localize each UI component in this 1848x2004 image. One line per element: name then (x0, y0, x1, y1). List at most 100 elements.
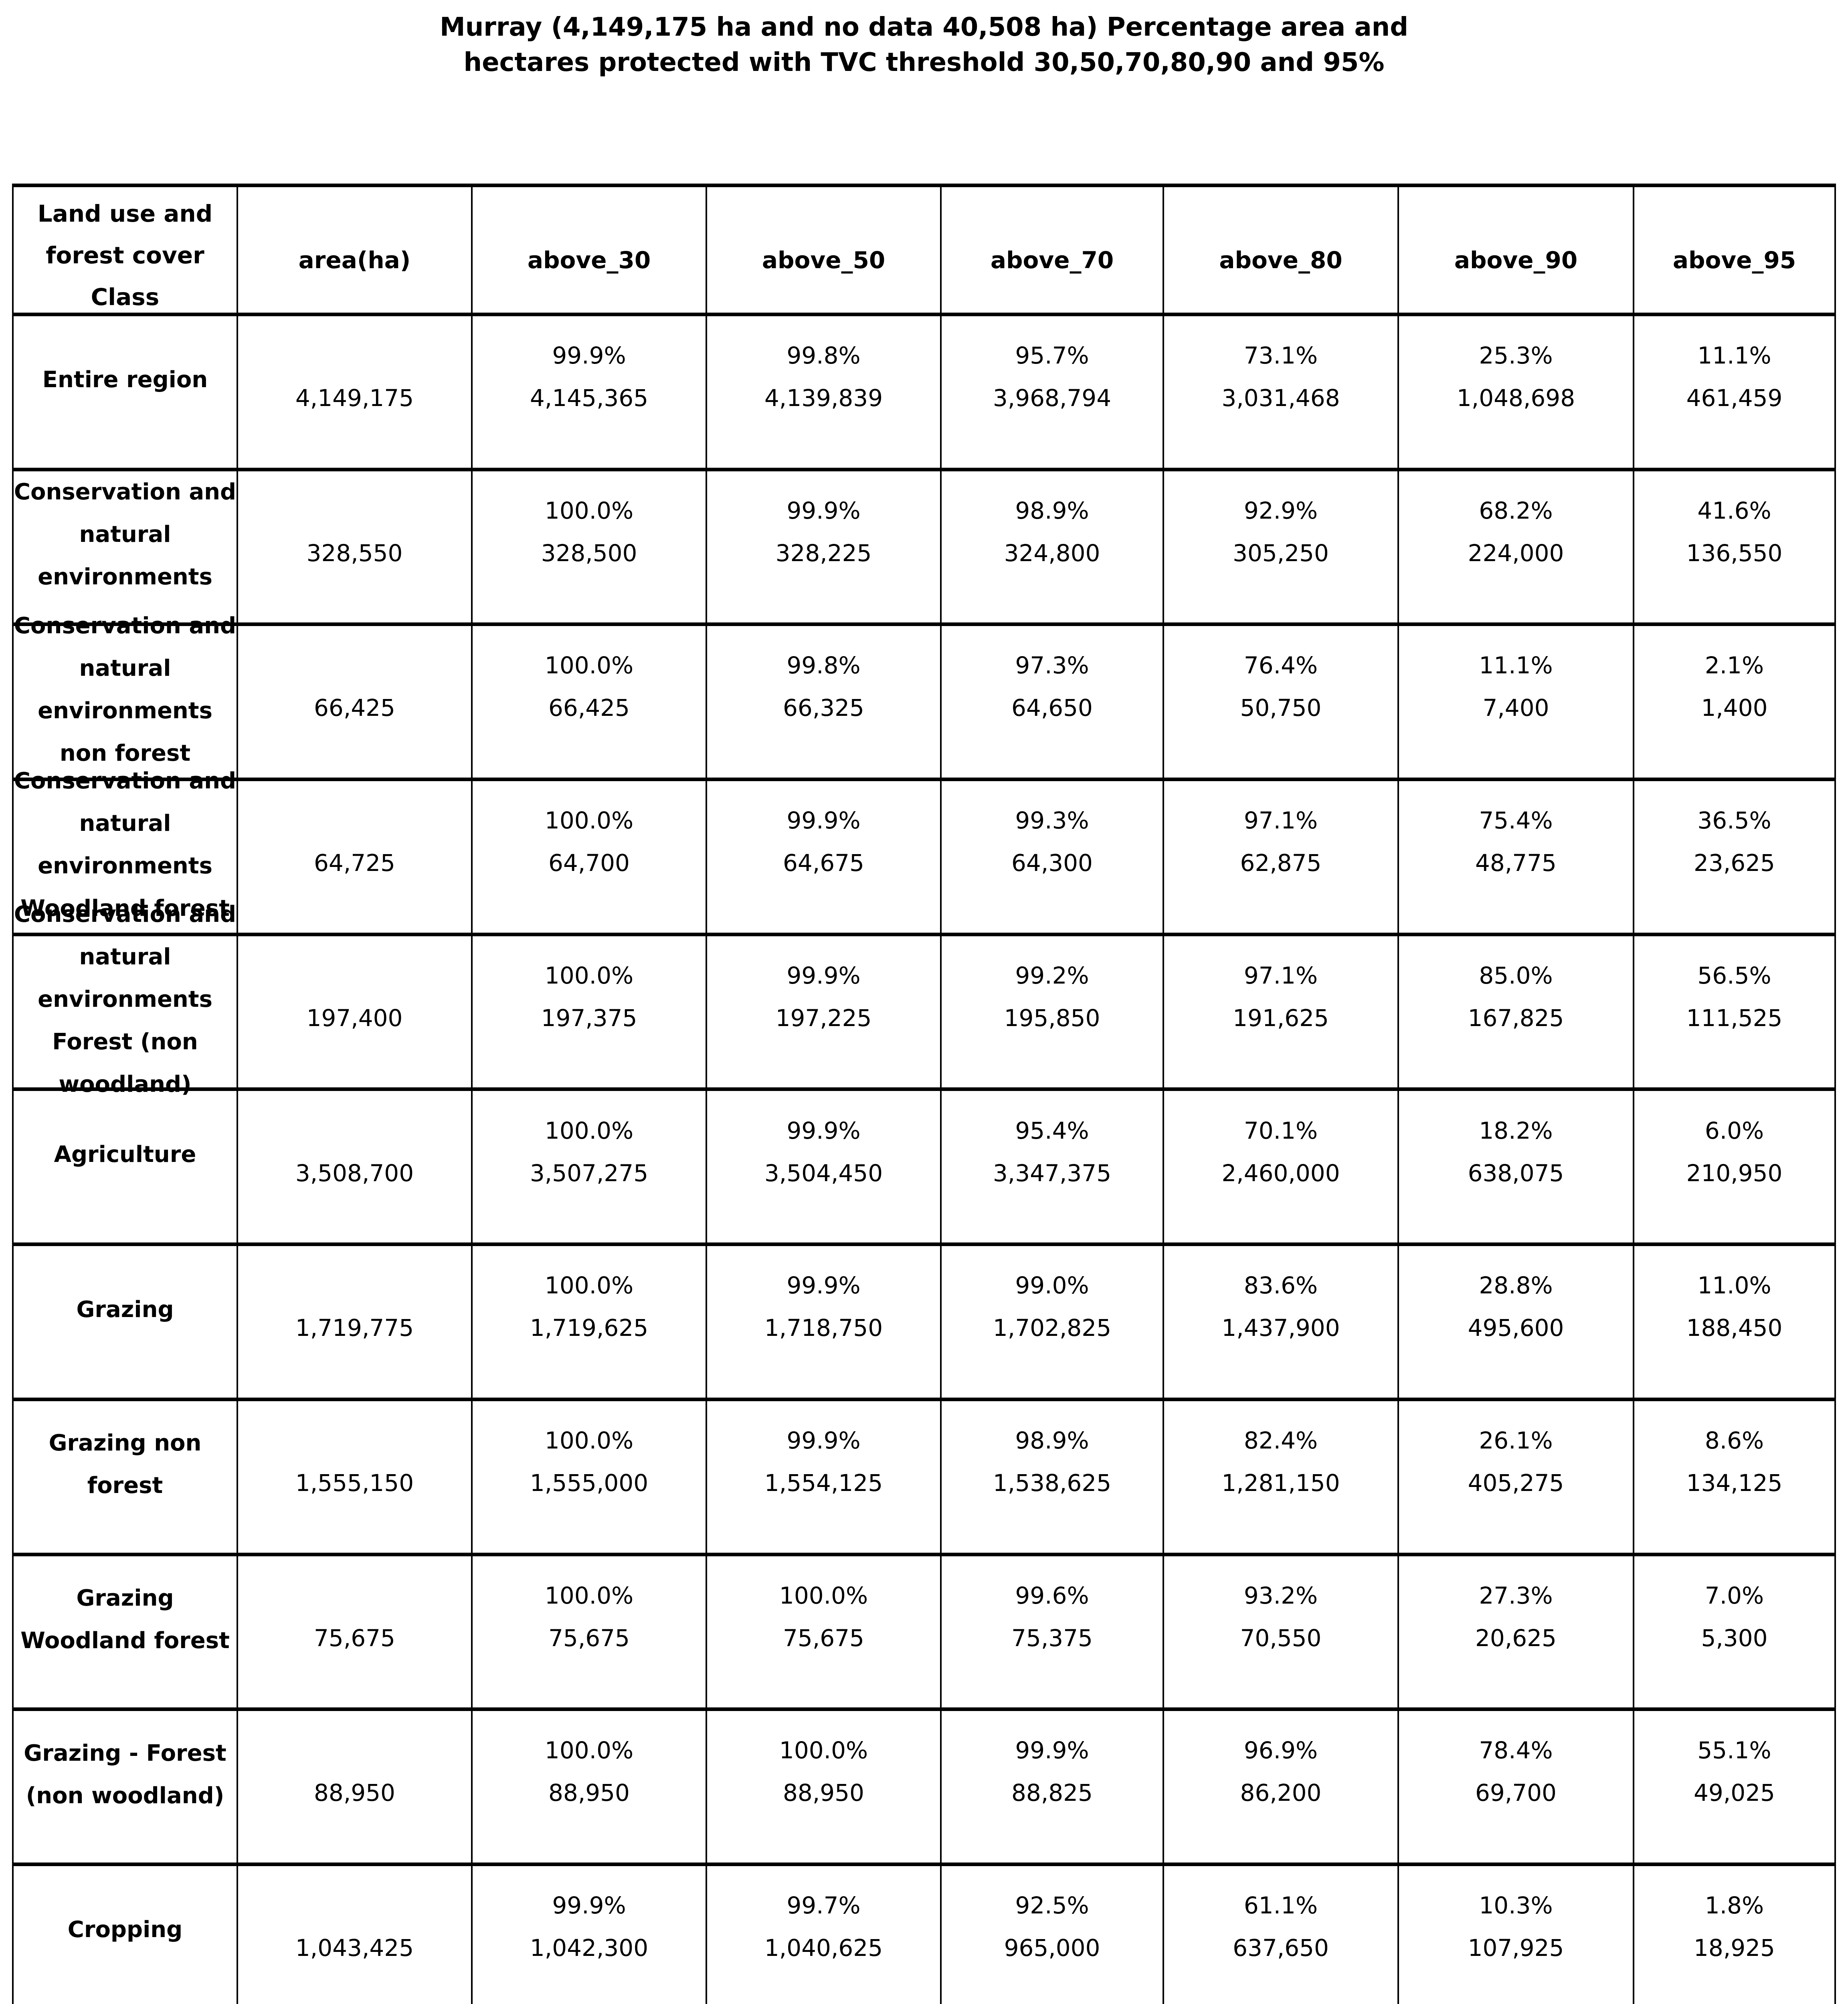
header-above50-cell: above_50 (706, 187, 940, 313)
area-cell: 328,550 (237, 471, 471, 623)
hectares-value: 1,400 (1701, 694, 1768, 722)
area-value: 1,043,425 (295, 1934, 414, 1962)
class-cell: Conservation and natural environments Fo… (14, 901, 237, 1097)
percent-value: 93.2% (1243, 1582, 1318, 1609)
area-spacer (238, 1419, 471, 1462)
percent-value: 7.0% (1704, 1582, 1764, 1609)
above70-cell: 95.7% 3,968,794 (940, 316, 1163, 468)
class-cell: Grazing (14, 1246, 237, 1398)
hectares-value: 1,702,825 (993, 1314, 1112, 1342)
above50-cell: 100.0% 75,675 (706, 1556, 940, 1708)
hectares-value: 3,968,794 (993, 384, 1112, 412)
percent-value: 10.3% (1479, 1891, 1553, 1919)
above90-cell: 68.2% 224,000 (1397, 471, 1633, 623)
percent-value: 28.8% (1479, 1272, 1553, 1299)
hectares-value: 1,555,000 (530, 1469, 649, 1497)
page-title: Murray (4,149,175 ha and no data 40,508 … (0, 10, 1848, 80)
above80-cell: 73.1% 3,031,468 (1163, 316, 1397, 468)
hectares-value: 1,281,150 (1221, 1469, 1340, 1497)
hectares-value: 1,538,625 (993, 1469, 1112, 1497)
hectares-value: 328,500 (541, 539, 637, 567)
above95-cell: 55.1% 49,025 (1633, 1711, 1834, 1863)
percent-value: 100.0% (544, 1582, 634, 1609)
percent-value: 99.7% (787, 1891, 861, 1919)
above50-cell: 99.9% 328,225 (706, 471, 940, 623)
percent-value: 100.0% (544, 1426, 634, 1454)
header-above90-cell: above_90 (1397, 187, 1633, 313)
hectares-value: 107,925 (1468, 1934, 1564, 1962)
hectares-value: 4,145,365 (530, 384, 649, 412)
percent-value: 82.4% (1243, 1426, 1318, 1454)
above80-cell: 97.1% 191,625 (1163, 936, 1397, 1088)
area-value: 66,425 (314, 694, 395, 722)
hectares-value: 49,025 (1694, 1779, 1775, 1807)
table-row: Grazing 1,719,775 100.0% 1,719,625 99.9% 1… (14, 1246, 1834, 1401)
class-label: Conservation and natural environments (14, 479, 237, 590)
percent-value: 98.9% (1015, 1426, 1089, 1454)
hectares-value: 1,437,900 (1221, 1314, 1340, 1342)
hectares-value: 405,275 (1468, 1469, 1564, 1497)
hectares-value: 88,825 (1011, 1779, 1093, 1807)
above80-cell: 82.4% 1,281,150 (1163, 1401, 1397, 1553)
class-label: Cropping (67, 1916, 183, 1943)
above80-cell: 76.4% 50,750 (1163, 626, 1397, 778)
above95-cell: 6.0% 210,950 (1633, 1091, 1834, 1243)
percent-value: 11.0% (1697, 1272, 1771, 1299)
hectares-value: 224,000 (1468, 539, 1564, 567)
hectares-value: 4,139,839 (764, 384, 883, 412)
above50-cell: 99.9% 1,718,750 (706, 1246, 940, 1398)
class-label: Grazing non forest (49, 1430, 202, 1499)
area-value: 1,719,775 (295, 1314, 414, 1342)
above90-cell: 85.0% 167,825 (1397, 936, 1633, 1088)
above30-cell: 100.0% 88,950 (471, 1711, 706, 1863)
hectares-value: 5,300 (1701, 1624, 1768, 1652)
above30-cell: 100.0% 66,425 (471, 626, 706, 778)
header-above70-cell: above_70 (940, 187, 1163, 313)
area-cell: 64,725 (237, 781, 471, 933)
hectares-value: 328,225 (775, 539, 872, 567)
above50-cell: 99.8% 66,325 (706, 626, 940, 778)
percent-value: 73.1% (1243, 342, 1318, 370)
percent-value: 18.2% (1479, 1117, 1553, 1144)
class-label: Conservation and natural environments Fo… (14, 901, 237, 1098)
area-value: 75,675 (314, 1624, 395, 1652)
percent-value: 99.9% (552, 1891, 626, 1919)
hectares-value: 48,775 (1475, 849, 1557, 877)
hectares-value: 210,950 (1686, 1159, 1783, 1187)
above50-cell: 100.0% 88,950 (706, 1711, 940, 1863)
above95-cell: 8.6% 134,125 (1633, 1401, 1834, 1553)
header-above80-cell: above_80 (1163, 187, 1397, 313)
class-cell: Conservation and natural environments Wo… (14, 768, 237, 933)
above50-cell: 99.8% 4,139,839 (706, 316, 940, 468)
percent-value: 56.5% (1697, 962, 1771, 989)
table-row: Grazing - Forest (non woodland) 88,950 1… (14, 1711, 1834, 1866)
above90-cell: 10.3% 107,925 (1397, 1866, 1633, 2004)
percent-value: 75.4% (1479, 807, 1553, 834)
above95-cell: 41.6% 136,550 (1633, 471, 1834, 623)
hectares-value: 111,525 (1686, 1004, 1783, 1032)
class-cell: Grazing non forest (14, 1401, 237, 1553)
area-spacer (238, 1264, 471, 1307)
percent-value: 100.0% (544, 1117, 634, 1144)
hectares-value: 23,625 (1694, 849, 1775, 877)
hectares-value: 88,950 (783, 1779, 864, 1807)
header-above50-label: above_50 (762, 246, 886, 274)
area-cell: 4,149,175 (237, 316, 471, 468)
hectares-value: 1,554,125 (764, 1469, 883, 1497)
above70-cell: 95.4% 3,347,375 (940, 1091, 1163, 1243)
above70-cell: 99.2% 195,850 (940, 936, 1163, 1088)
hectares-value: 64,300 (1011, 849, 1093, 877)
header-above90-label: above_90 (1454, 246, 1578, 274)
percent-value: 85.0% (1479, 962, 1553, 989)
header-above95-label: above_95 (1672, 246, 1796, 274)
area-value: 64,725 (314, 849, 395, 877)
above80-cell: 92.9% 305,250 (1163, 471, 1397, 623)
hectares-value: 324,800 (1004, 539, 1100, 567)
above50-cell: 99.7% 1,040,625 (706, 1866, 940, 2004)
class-cell: Conservation and natural environments (14, 471, 237, 623)
class-cell: Agriculture (14, 1091, 237, 1242)
header-area-cell: area(ha) (237, 187, 471, 313)
hectares-value: 495,600 (1468, 1314, 1564, 1342)
page-title-line2: hectares protected with TVC threshold 30… (463, 48, 1385, 77)
percent-value: 99.3% (1015, 807, 1089, 834)
